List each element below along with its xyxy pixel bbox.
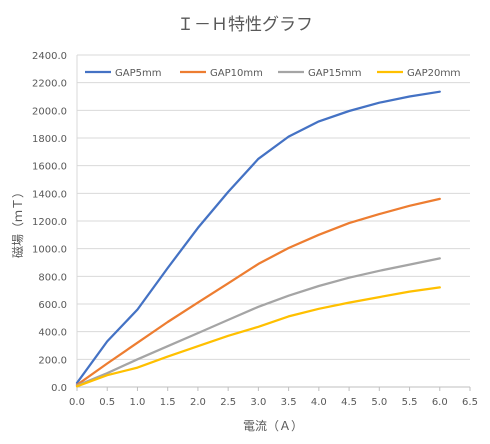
y-tick-label: 2200.0 [32, 79, 67, 90]
y-tick-label: 600.0 [38, 300, 67, 311]
x-axis-label: 電流（Ａ） [243, 419, 303, 433]
x-tick-label: 6.0 [432, 397, 448, 408]
x-tick-label: 5.5 [402, 397, 418, 408]
y-tick-label: 200.0 [38, 355, 67, 366]
legend: GAP5mm GAP10mm GAP15ｍｍ GAP20ｍｍ [85, 68, 460, 79]
y-tick-label: 400.0 [38, 328, 67, 339]
x-tick-label: 0.5 [99, 397, 115, 408]
y-axis-label: 磁場（ｍＴ） [10, 186, 25, 258]
x-tick-label: 1.5 [160, 397, 176, 408]
x-tick-label: 4.5 [341, 397, 357, 408]
gridlines [77, 54, 470, 360]
legend-label: GAP20ｍｍ [407, 68, 460, 79]
series-line-1 [75, 90, 441, 385]
legend-label: GAP5mm [115, 68, 161, 79]
x-tick-label: 3.0 [250, 397, 266, 408]
legend-label: GAP10mm [210, 68, 263, 79]
y-tick-label: 2400.0 [32, 51, 67, 62]
x-tick-label: 0.0 [69, 397, 85, 408]
x-tick-label: 2.5 [220, 397, 236, 408]
y-tick-label: 800.0 [38, 272, 67, 283]
y-tick-label: 0.0 [51, 383, 67, 394]
axes [76, 55, 471, 391]
y-tick-label: 1400.0 [32, 189, 67, 200]
legend-label: GAP15ｍｍ [308, 68, 361, 79]
y-tick-labels: 0.0 200.0 400.0 600.0 800.0 1000.0 1200.0 1400.… [32, 51, 67, 394]
x-tick-label: 4.0 [311, 397, 327, 408]
series-line-2 [75, 197, 441, 387]
x-tick-label: 5.0 [371, 397, 387, 408]
series-line-3 [75, 257, 441, 387]
y-tick-label: 1000.0 [32, 245, 67, 256]
chart-title: Ｉ－Ｈ特性グラフ [177, 15, 313, 35]
y-tick-label: 1200.0 [32, 217, 67, 228]
y-tick-label: 1800.0 [32, 134, 67, 145]
y-tick-label: 1600.0 [32, 162, 67, 173]
y-tick-label: 2000.0 [32, 106, 67, 117]
x-tick-label: 6.5 [462, 397, 478, 408]
series-line-4 [75, 286, 441, 388]
x-tick-labels: 0.0 0.5 1.0 1.5 2.0 2.5 3.0 3.5 4.0 4.5 5.0 5.5 6.0 6… [69, 397, 478, 408]
x-tick-label: 2.0 [190, 397, 206, 408]
series-lines [75, 90, 441, 388]
x-tick-label: 3.5 [281, 397, 297, 408]
x-tick-label: 1.0 [130, 397, 146, 408]
